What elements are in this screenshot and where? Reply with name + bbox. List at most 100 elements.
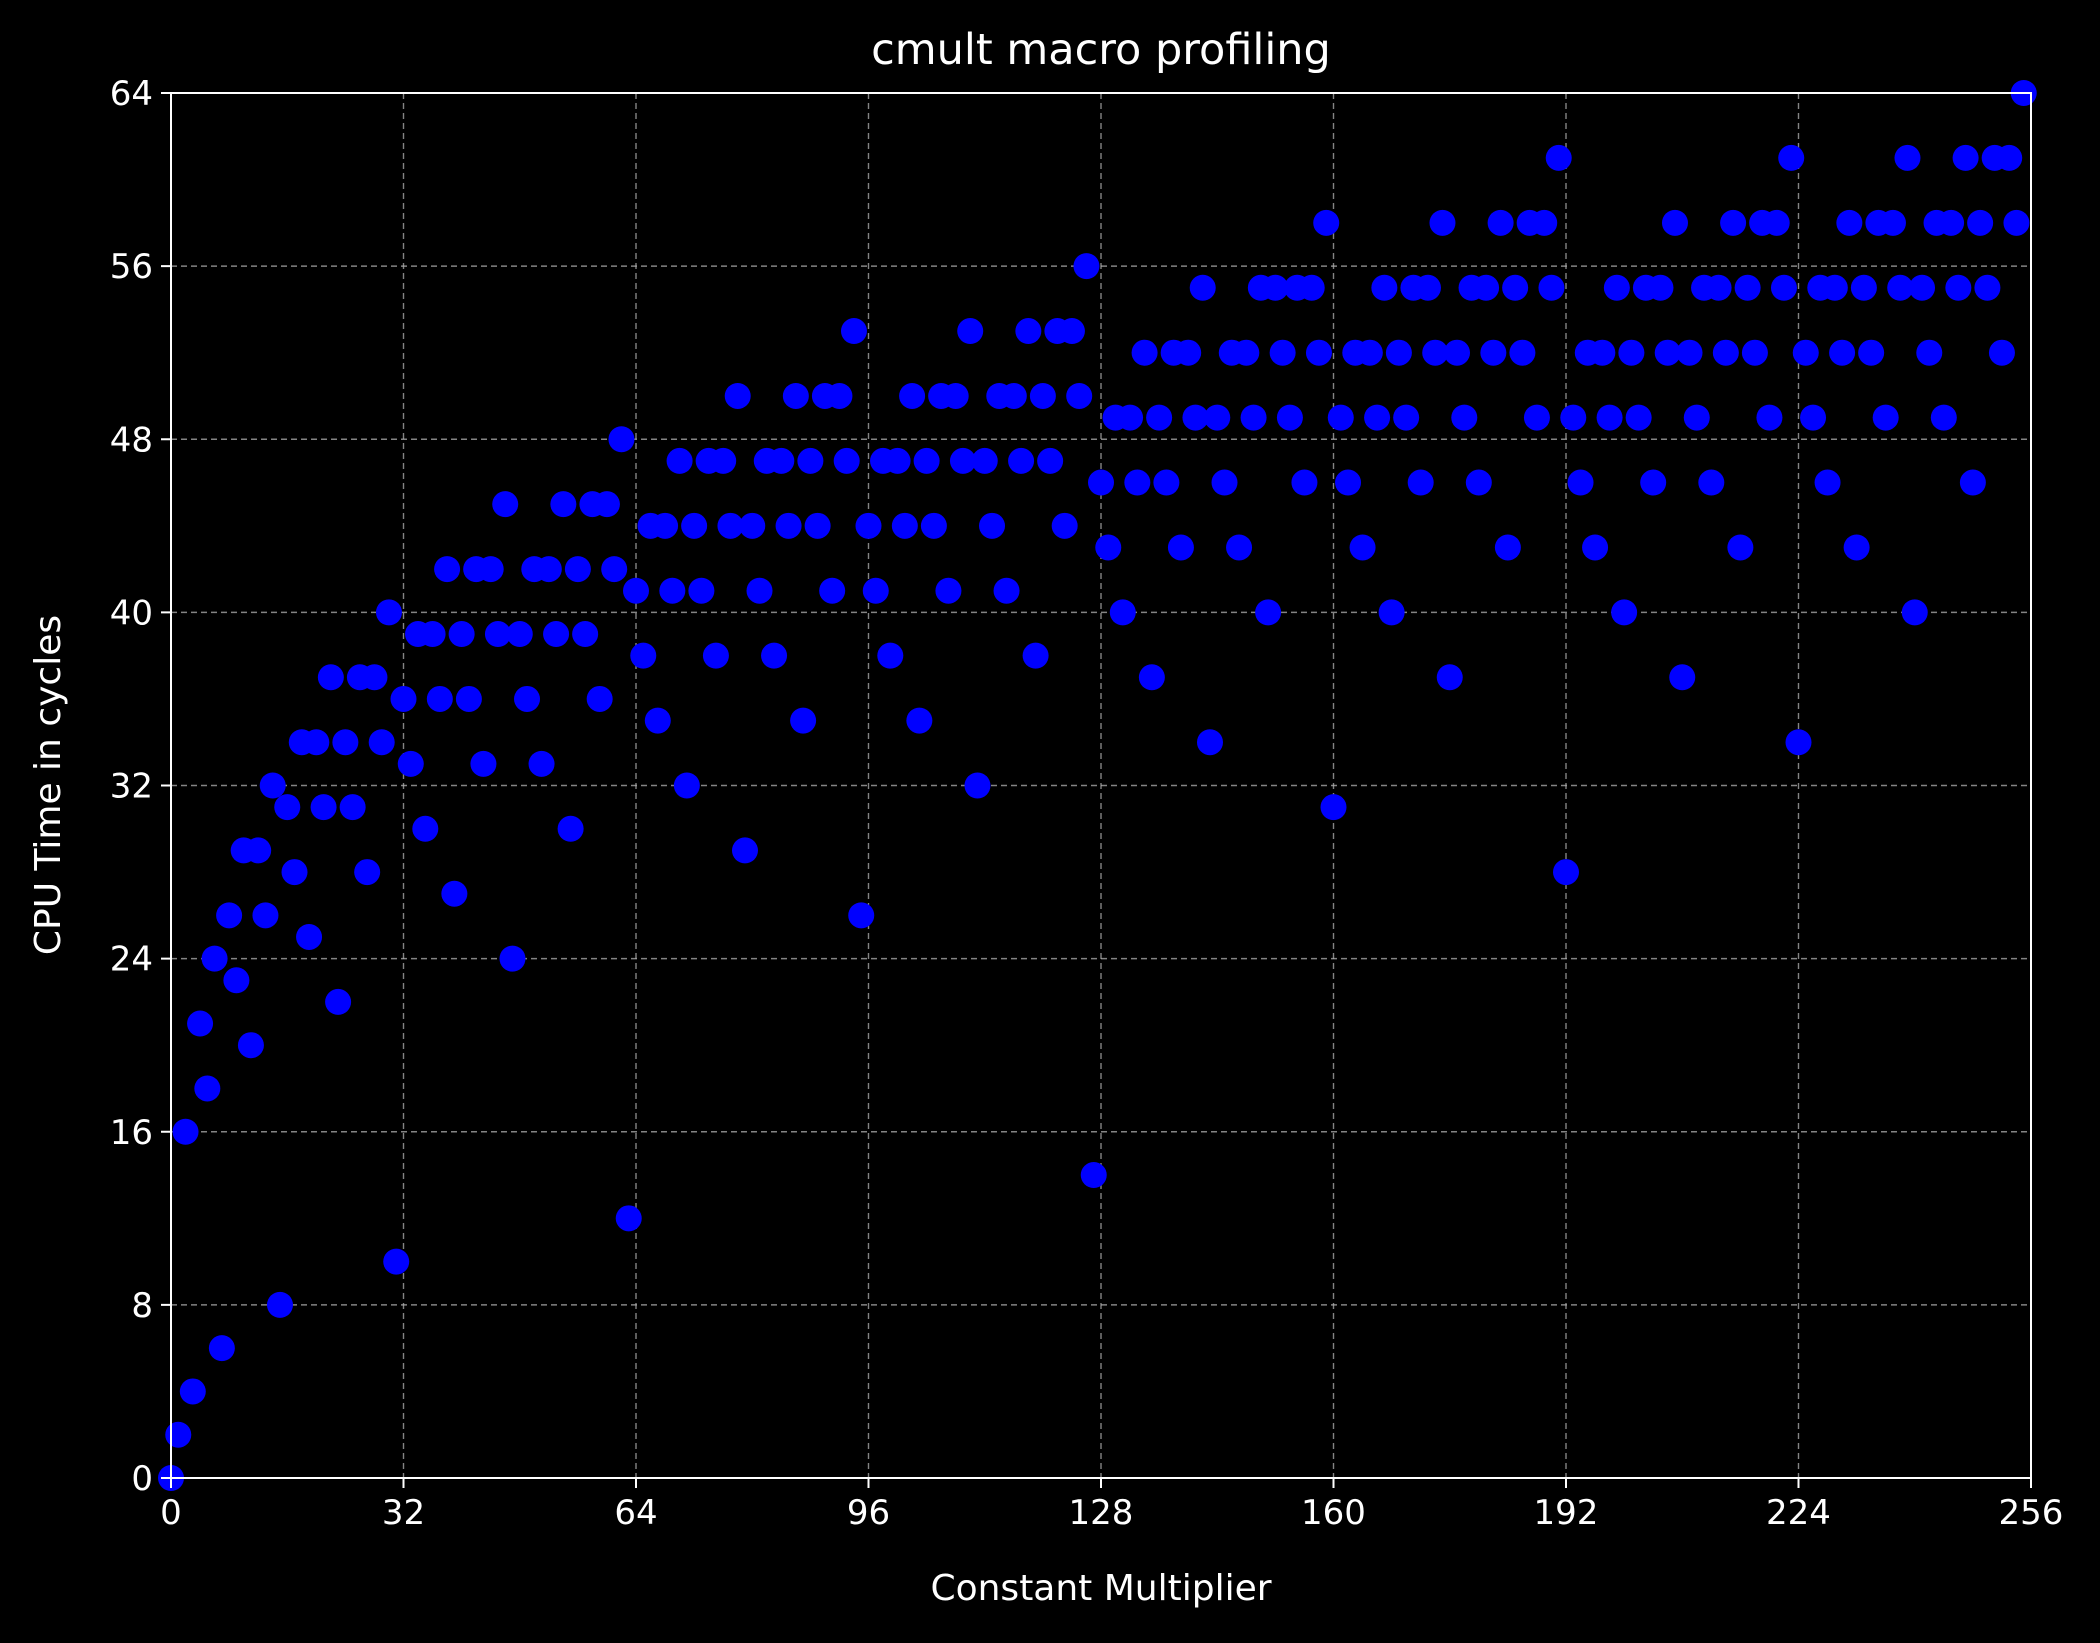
data-point <box>1182 404 1209 431</box>
data-point <box>1858 339 1885 366</box>
data-point <box>1821 274 1848 301</box>
data-point <box>1414 274 1441 301</box>
data-point <box>1211 469 1238 496</box>
data-point <box>920 512 947 539</box>
data-point <box>1792 339 1819 366</box>
data-point <box>877 642 904 669</box>
data-point <box>906 707 933 734</box>
data-point <box>1509 339 1536 366</box>
data-point <box>1502 274 1529 301</box>
data-point <box>1349 534 1376 561</box>
y-tick-label: 40 <box>110 593 153 633</box>
data-point <box>390 685 417 712</box>
data-point <box>1741 339 1768 366</box>
y-tick-label: 0 <box>131 1459 153 1499</box>
data-point <box>840 318 867 345</box>
data-point <box>1967 209 1994 236</box>
data-point <box>623 577 649 604</box>
data-point <box>593 491 620 518</box>
data-point <box>1269 339 1296 366</box>
data-point <box>165 1421 192 1448</box>
data-point <box>1378 599 1405 626</box>
data-point <box>884 447 911 474</box>
data-point <box>1305 339 1332 366</box>
data-point <box>1226 534 1253 561</box>
data-point <box>237 1032 264 1059</box>
data-point <box>274 794 301 821</box>
data-point <box>1080 1162 1107 1189</box>
data-point <box>1756 404 1783 431</box>
data-point <box>652 512 679 539</box>
data-point <box>1850 274 1877 301</box>
data-point <box>1916 339 1943 366</box>
data-point <box>281 859 308 886</box>
data-point <box>1167 534 1194 561</box>
data-point <box>1393 404 1420 431</box>
data-point <box>1473 274 1500 301</box>
data-point <box>1676 339 1703 366</box>
data-point <box>1814 469 1841 496</box>
y-tick-label: 8 <box>131 1286 153 1326</box>
data-point <box>543 621 570 648</box>
data-point <box>1407 469 1434 496</box>
data-point <box>608 426 635 453</box>
data-point <box>1196 729 1223 756</box>
data-point <box>1945 274 1972 301</box>
data-point <box>1356 339 1383 366</box>
data-point <box>1734 274 1761 301</box>
data-point <box>957 318 984 345</box>
data-point <box>296 923 323 950</box>
data-point <box>1117 404 1144 431</box>
data-point <box>1037 447 1064 474</box>
data-point <box>419 621 446 648</box>
data-point <box>1015 318 1042 345</box>
data-point <box>746 577 773 604</box>
data-point <box>383 1248 410 1275</box>
data-point <box>412 815 439 842</box>
data-point <box>768 447 795 474</box>
data-point <box>724 382 751 409</box>
data-point <box>1538 274 1565 301</box>
data-point <box>1371 274 1398 301</box>
data-point <box>1320 794 1347 821</box>
data-point <box>1589 339 1616 366</box>
data-point <box>332 729 359 756</box>
data-point <box>1582 534 1609 561</box>
data-point <box>455 685 482 712</box>
data-point <box>1553 859 1579 886</box>
data-point <box>259 772 286 799</box>
data-point <box>216 902 243 929</box>
axis-ticks: 0 32 64 96 128 160 192 224 256 0 8 16 24 32 40 48 56 64 <box>110 74 2064 1533</box>
data-point <box>688 577 715 604</box>
data-point <box>790 707 817 734</box>
data-point <box>1204 404 1231 431</box>
data-point <box>339 794 366 821</box>
data-point <box>964 772 991 799</box>
data-point <box>252 902 279 929</box>
data-point <box>361 664 388 691</box>
x-tick-label: 160 <box>1301 1493 1366 1533</box>
data-point <box>1959 469 1986 496</box>
data-point <box>1124 469 1151 496</box>
data-point <box>1451 404 1478 431</box>
data-point <box>506 621 533 648</box>
data-point <box>1138 664 1165 691</box>
data-point <box>1523 404 1550 431</box>
data-point <box>477 556 504 583</box>
data-point <box>615 1205 642 1232</box>
data-point <box>1988 339 2015 366</box>
data-point <box>303 729 330 756</box>
y-axis-label: CPU Time in cycles <box>28 615 69 955</box>
data-point <box>1313 209 1340 236</box>
data-point <box>1465 469 1492 496</box>
data-point <box>1051 512 1078 539</box>
data-point <box>1603 274 1630 301</box>
data-point <box>1291 469 1318 496</box>
data-point <box>1298 274 1325 301</box>
data-point <box>1560 404 1587 431</box>
data-point <box>1364 404 1391 431</box>
data-point <box>1618 339 1645 366</box>
data-point <box>1276 404 1303 431</box>
data-point <box>1444 339 1471 366</box>
data-point <box>441 880 468 907</box>
